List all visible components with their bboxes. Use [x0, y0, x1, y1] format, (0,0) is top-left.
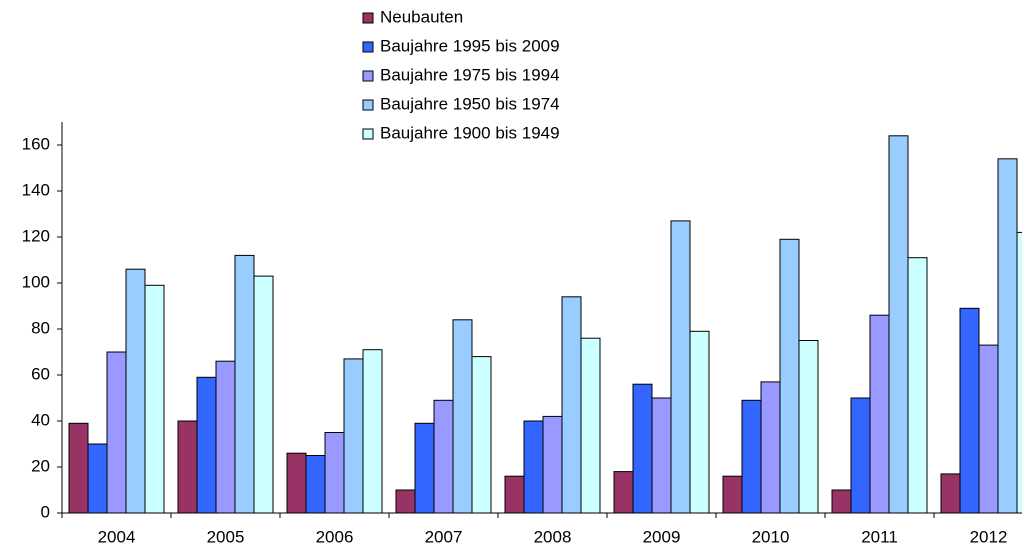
bar: [362, 349, 383, 514]
bar: [324, 432, 345, 514]
x-tick-label: 2005: [207, 527, 245, 546]
x-tick-label: 2010: [752, 527, 790, 546]
bar: [831, 489, 852, 514]
legend-swatch: [362, 128, 374, 140]
y-tick-label: 20: [31, 456, 50, 475]
y-tick-label: 100: [22, 272, 50, 291]
bar: [196, 376, 217, 514]
x-tick-label: 2007: [425, 527, 463, 546]
bar: [888, 135, 909, 514]
bar: [613, 471, 634, 514]
legend-swatch: [362, 70, 374, 82]
bar: [452, 319, 473, 514]
bar: [689, 330, 710, 514]
bar: [286, 452, 307, 514]
bar: [907, 257, 928, 514]
bar: [87, 443, 108, 514]
bar: [471, 356, 492, 514]
y-tick-label: 40: [31, 410, 50, 429]
bar: [741, 399, 762, 514]
x-tick-label: 2008: [534, 527, 572, 546]
y-tick-label: 140: [22, 180, 50, 199]
legend-label: Neubauten: [380, 7, 463, 26]
bar: [215, 360, 236, 514]
bar: [632, 383, 653, 514]
bar: [234, 254, 255, 514]
bar: [177, 420, 198, 514]
y-tick-label: 160: [22, 134, 50, 153]
bar: [670, 220, 691, 514]
x-tick-label: 2006: [316, 527, 354, 546]
bar: [343, 358, 364, 514]
bar: [504, 475, 525, 514]
bar: [850, 397, 871, 514]
x-tick-label: 2011: [861, 527, 898, 546]
bar: [651, 397, 672, 514]
y-tick-label: 60: [31, 364, 50, 383]
bar: [253, 275, 274, 514]
bar: [580, 337, 601, 514]
y-tick-label: 120: [22, 226, 50, 245]
bar: [760, 381, 781, 514]
legend-swatch: [362, 41, 374, 53]
bar: [433, 399, 454, 514]
bar: [722, 475, 743, 514]
bar: [144, 284, 165, 514]
bar: [395, 489, 416, 514]
bar: [561, 296, 582, 514]
bar: [1016, 231, 1022, 514]
bar: [125, 268, 146, 514]
bar: [798, 340, 819, 514]
bar: [959, 307, 980, 514]
bar: [940, 473, 961, 514]
bar: [869, 314, 890, 514]
bar: [414, 422, 435, 514]
y-tick-label: 80: [31, 318, 50, 337]
bar: [106, 351, 127, 514]
y-tick-label: 0: [41, 502, 50, 521]
bar: [68, 422, 89, 514]
bar: [779, 238, 800, 514]
legend-swatch: [362, 12, 374, 24]
x-tick-label: 2004: [98, 527, 136, 546]
legend-label: Baujahre 1950 bis 1974: [380, 94, 560, 113]
legend-label: Baujahre 1900 bis 1949: [380, 123, 560, 142]
bar: [523, 420, 544, 514]
bar: [305, 455, 326, 514]
legend-label: Baujahre 1995 bis 2009: [380, 36, 560, 55]
bar: [542, 415, 563, 514]
x-tick-label: 2009: [643, 527, 681, 546]
bar: [978, 344, 999, 514]
legend-swatch: [362, 99, 374, 111]
bar: [997, 158, 1018, 514]
legend-label: Baujahre 1975 bis 1994: [380, 65, 560, 84]
x-tick-label: 2012: [970, 527, 1008, 546]
